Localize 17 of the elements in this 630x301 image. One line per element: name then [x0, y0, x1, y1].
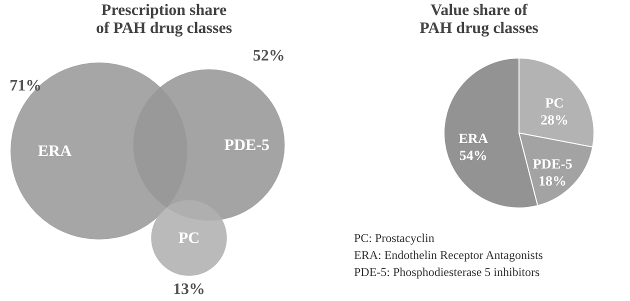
- text: ERA: Endothelin Receptor Antagonists: [354, 248, 544, 262]
- data-label: 28%: [540, 114, 568, 129]
- slice-label: PC: [545, 96, 564, 112]
- data-label: 18%: [538, 174, 567, 190]
- category-label: ERA: [38, 143, 72, 160]
- data-label: 13%: [173, 281, 205, 298]
- slice-label: ERA: [458, 132, 490, 147]
- data-label: 52%: [252, 48, 285, 65]
- data-label: 54%: [459, 148, 488, 164]
- text: PC: Prostacyclin: [354, 231, 434, 245]
- text: Prescription share of PAH drug classes: [96, 2, 232, 37]
- category-label: PDE-5: [224, 137, 270, 154]
- slice-label: PDE-5: [532, 157, 572, 172]
- text: PDE-5: Phosphodiesterase 5 inhibitors: [354, 265, 540, 279]
- data-label: 71%: [10, 78, 42, 95]
- chart-title: Value share of PAH drug classes: [420, 2, 538, 37]
- category-label: PC: [178, 230, 200, 247]
